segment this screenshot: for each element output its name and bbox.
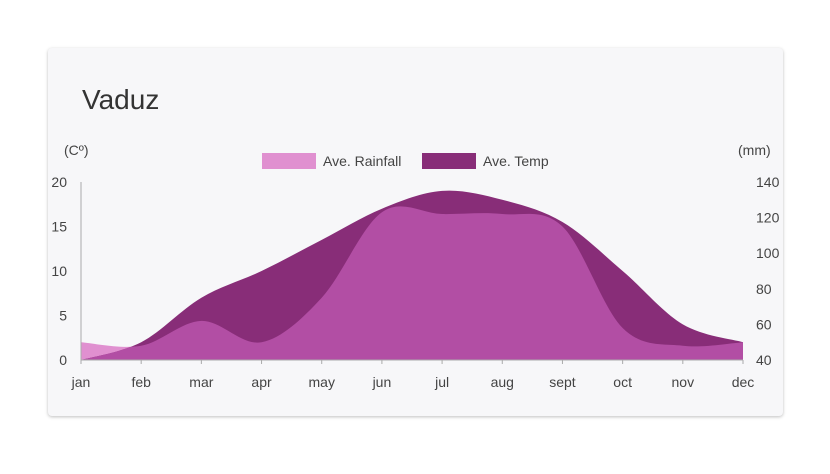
x-tick-label: oct	[613, 374, 632, 390]
right-tick-label: 40	[756, 352, 772, 368]
left-tick-label: 15	[51, 219, 67, 235]
x-tick-label: may	[309, 374, 335, 390]
right-tick-label: 80	[756, 281, 772, 297]
x-tick-label: jun	[372, 374, 392, 390]
x-tick-label: feb	[131, 374, 151, 390]
x-tick-label: jan	[71, 374, 91, 390]
left-tick-label: 10	[51, 263, 67, 279]
right-tick-label: 120	[756, 210, 780, 226]
legend-swatch-rainfall[interactable]	[262, 153, 316, 169]
left-axis-ticks: 0 5 10 15 20	[51, 174, 67, 368]
left-tick-label: 20	[51, 174, 67, 190]
legend-label-temperature[interactable]: Ave. Temp	[483, 153, 549, 169]
x-tick-label: mar	[189, 374, 213, 390]
x-tick-label: nov	[672, 374, 695, 390]
x-tick-label: aug	[491, 374, 514, 390]
legend-label-rainfall[interactable]: Ave. Rainfall	[323, 153, 401, 169]
legend: Ave. Rainfall Ave. Temp	[262, 153, 549, 169]
right-tick-label: 100	[756, 245, 780, 261]
x-tick-label: sept	[549, 374, 576, 390]
left-tick-label: 5	[59, 308, 67, 324]
right-tick-label: 140	[756, 174, 780, 190]
left-tick-label: 0	[59, 352, 67, 368]
x-tick-label: dec	[732, 374, 755, 390]
right-axis-ticks: 40 60 80 100 120 140	[756, 174, 780, 368]
x-tick-label: apr	[251, 374, 272, 390]
x-axis-ticks: jan feb mar apr may jun jul aug sept oct nov dec	[71, 360, 755, 390]
x-tick-label: jul	[434, 374, 449, 390]
chart-title: Vaduz	[82, 84, 160, 115]
legend-swatch-temperature[interactable]	[422, 153, 476, 169]
left-axis-unit: (Cº)	[64, 142, 89, 158]
right-tick-label: 60	[756, 316, 772, 332]
right-axis-unit: (mm)	[738, 142, 771, 158]
